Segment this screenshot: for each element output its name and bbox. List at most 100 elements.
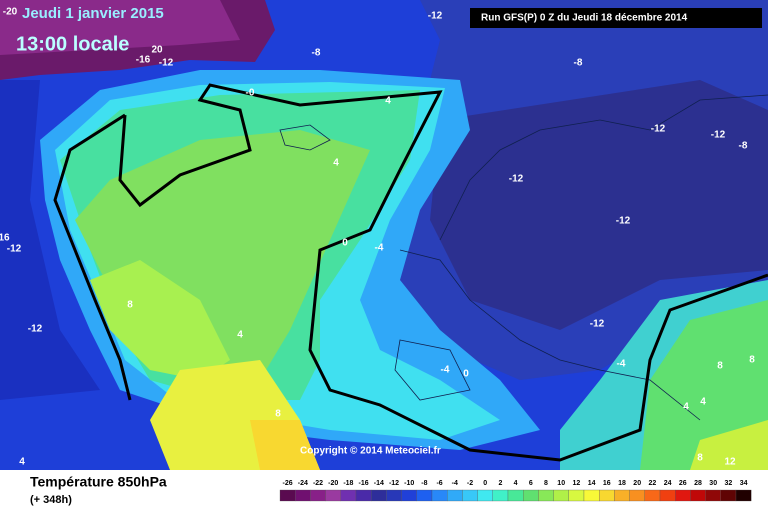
contour-label: 8: [127, 300, 133, 311]
contour-label: -12: [7, 244, 22, 255]
scale-swatch: [447, 489, 463, 502]
scale-label: 16: [603, 480, 611, 487]
contour-label: -4: [441, 365, 450, 376]
scale-swatch: [659, 489, 676, 502]
scale-swatch: [371, 489, 387, 502]
scale-label: -6: [436, 480, 442, 487]
scale-label: 34: [740, 480, 748, 487]
scale-swatch: [538, 489, 554, 502]
contour-label: -12: [428, 11, 443, 22]
contour-label: 4: [333, 158, 339, 169]
scale-label: -10: [404, 480, 414, 487]
scale-swatch: [477, 489, 493, 502]
scale-swatch: [492, 489, 509, 502]
scale-label: -18: [343, 480, 353, 487]
contour-label: -12: [616, 216, 631, 227]
contour-label: 4: [19, 457, 25, 468]
contour-label: 8: [717, 361, 723, 372]
scale-swatch: [735, 489, 752, 502]
contour-label: 12: [724, 457, 736, 468]
contour-label: 4: [385, 96, 391, 107]
scale-swatch: [553, 489, 569, 502]
scale-label: -20: [328, 480, 338, 487]
scale-label: 18: [618, 480, 626, 487]
contour-label: -12: [509, 174, 524, 185]
scale-swatch: [279, 489, 296, 502]
scale-label: 12: [573, 480, 581, 487]
scale-swatch: [720, 489, 737, 502]
coastlines: [279, 94, 768, 421]
scale-label: -2: [467, 480, 473, 487]
scale-label: 6: [529, 480, 533, 487]
copyright: Copyright © 2014 Meteociel.fr: [300, 446, 441, 457]
contour-label: -12: [159, 58, 174, 69]
scale-swatch: [325, 489, 341, 502]
scale-swatch: [431, 489, 448, 502]
scale-label: -24: [298, 480, 308, 487]
scale-label: -12: [389, 480, 399, 487]
contour-label: -4: [375, 243, 384, 254]
contour-label: 8: [697, 453, 703, 464]
contour-label: -16: [136, 55, 151, 66]
scale-swatch: [401, 489, 417, 502]
scale-label: -16: [359, 480, 369, 487]
scale-swatch: [310, 489, 326, 502]
scale-swatch: [386, 489, 402, 502]
contour-label: -12: [651, 124, 666, 135]
contour-label: -20: [3, 7, 18, 18]
scale-label: 32: [725, 480, 733, 487]
scale-label: 22: [649, 480, 657, 487]
scale-swatch: [583, 489, 600, 502]
scale-label: 14: [588, 480, 596, 487]
scale-label: -14: [374, 480, 384, 487]
scale-label: 2: [498, 480, 502, 487]
scale-swatch: [675, 489, 691, 502]
scale-label: 20: [633, 480, 641, 487]
color-scale: -26 -24 -22 -20 -18 -16 -14 -12 -10 -8 -6 -4 -2 0 2 4 6 8…: [279, 480, 752, 502]
scale-label: 26: [679, 480, 687, 487]
contour-label: -0: [246, 88, 255, 99]
map-background: [0, 0, 768, 470]
scale-swatch: [416, 489, 433, 502]
scale-label: 30: [709, 480, 717, 487]
scale-swatch: [523, 489, 539, 502]
scale-label: 24: [664, 480, 672, 487]
contour-label: 4: [683, 402, 689, 413]
scale-label: -4: [452, 480, 458, 487]
scale-swatch: [629, 489, 645, 502]
contour-label: 20: [151, 45, 163, 56]
scale-swatch: [614, 489, 630, 502]
scale-swatch: [568, 489, 585, 502]
scale-swatch: [462, 489, 478, 502]
scale-swatch: [507, 489, 524, 502]
date: Jeudi 1 janvier 2015: [22, 5, 164, 22]
scale-label: -8: [421, 480, 427, 487]
contour-label: 8: [275, 409, 281, 420]
scale-label: 0: [483, 480, 487, 487]
contour-label: -8: [739, 141, 748, 152]
scale-label: 4: [514, 480, 518, 487]
contour-label: 4: [700, 397, 706, 408]
scale-label: 8: [544, 480, 548, 487]
footer-subtitle: (+ 348h): [30, 494, 72, 506]
scale-label: 10: [557, 480, 565, 487]
scale-label: 28: [694, 480, 702, 487]
scale-swatch: [644, 489, 661, 502]
contour-label: 4: [237, 330, 243, 341]
contour-label: -8: [574, 58, 583, 69]
footer-title: Température 850hPa: [30, 474, 167, 490]
contour-label: -8: [312, 48, 321, 59]
contour-label: -12: [711, 130, 726, 141]
contour-label: 0: [463, 369, 469, 380]
scale-label: -22: [313, 480, 323, 487]
scale-label: -26: [283, 480, 293, 487]
scale-swatch: [690, 489, 706, 502]
contour-label: -12: [28, 324, 43, 335]
scale-swatch: [295, 489, 311, 502]
zero-isotherm: [53, 83, 768, 462]
scale-swatch: [599, 489, 615, 502]
scale-swatch: [705, 489, 721, 502]
contour-label: -12: [590, 319, 605, 330]
contour-label: 16: [0, 233, 10, 244]
